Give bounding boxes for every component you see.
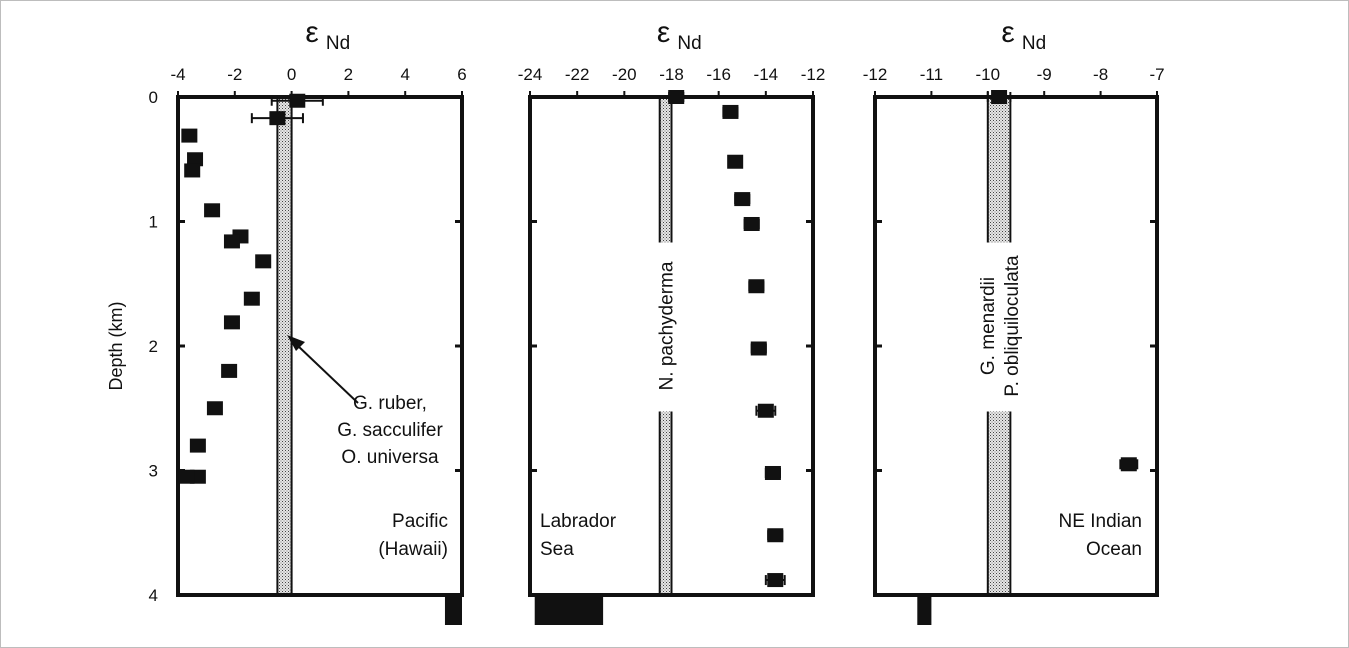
x-axis-title-subscript: Nd (326, 33, 350, 54)
x-tick-label: -16 (706, 65, 731, 84)
data-point (668, 90, 685, 104)
region-label: Ocean (1086, 539, 1142, 560)
data-point (181, 128, 198, 143)
x-tick-label: -10 (976, 65, 1001, 84)
data-point (767, 528, 784, 543)
x-tick-label: -22 (565, 65, 590, 84)
region-label: NE Indian (1059, 511, 1142, 532)
x-axis-title: ε (657, 16, 670, 49)
x-tick-label: -8 (1093, 65, 1108, 84)
y-tick-label: 1 (149, 213, 158, 232)
data-point (204, 203, 221, 218)
data-point (722, 104, 739, 119)
y-tick-label: 0 (149, 88, 158, 107)
data-point (243, 291, 260, 306)
band-label: G. ruber, (353, 393, 427, 414)
x-tick-label: -12 (863, 65, 888, 84)
data-point (750, 341, 767, 356)
x-tick-label: -11 (920, 65, 943, 84)
data-point (184, 163, 201, 178)
data-point (223, 315, 240, 330)
band-label: G. menardii (978, 277, 999, 375)
y-tick-label: 2 (149, 337, 158, 356)
data-point (189, 438, 206, 453)
arrow-line (296, 344, 359, 404)
x-axis-title-subscript: Nd (677, 33, 701, 54)
region-label: Labrador (540, 511, 617, 532)
x-tick-label: -24 (518, 65, 543, 84)
x-tick-label: 4 (400, 65, 409, 84)
data-point (743, 216, 760, 231)
band-label: G. sacculifer (337, 420, 443, 441)
arrow-head (287, 335, 305, 351)
x-axis-title: ε (305, 16, 318, 49)
region-label: (Hawaii) (378, 539, 448, 560)
region-label: Sea (540, 539, 574, 560)
data-point (734, 192, 751, 207)
band-label: O. universa (341, 447, 439, 468)
x-tick-label: -7 (1149, 65, 1164, 84)
panel-1: G. ruber, G. sacculifer O. universa -4 -2 0 2 4… (106, 16, 467, 625)
band-label: N. pachyderma (657, 261, 678, 390)
bottom-bar (534, 595, 604, 625)
x-axis-title: ε (1001, 16, 1014, 49)
x-tick-label: 6 (457, 65, 466, 84)
y-axis-title: Depth (km) (106, 301, 126, 390)
data-point (991, 90, 1008, 104)
data-point (223, 234, 240, 249)
bottom-bar (917, 595, 932, 625)
band-label: P. obliquiloculata (1002, 255, 1023, 397)
data-point (727, 154, 744, 169)
x-tick-label: -14 (754, 65, 779, 84)
data-point (221, 363, 238, 378)
data-point (748, 279, 765, 294)
band-label-bg (651, 242, 680, 412)
x-tick-label: -20 (612, 65, 637, 84)
data-point (289, 93, 306, 108)
x-tick-label: 0 (287, 65, 296, 84)
x-tick-label: -12 (801, 65, 826, 84)
data-point (255, 254, 272, 269)
data-point (764, 465, 781, 480)
region-label: Pacific (392, 511, 448, 532)
data-point (187, 152, 204, 167)
panel-3: G. menardii P. obliquiloculata -12 -11 -10 -9… (863, 16, 1165, 625)
reference-band (276, 96, 293, 596)
x-tick-label: 2 (344, 65, 353, 84)
y-tick-label: 3 (149, 462, 158, 481)
panel-2: N. pachyderma -24 -22 -20 -18 -16 -14 -12 ε Nd Lab… (518, 16, 826, 625)
data-point (206, 401, 223, 416)
data-point (767, 573, 784, 588)
data-point (178, 469, 195, 484)
data-point (1120, 457, 1137, 472)
data-point (757, 403, 774, 418)
band-label-bg (974, 242, 1025, 412)
data-point (269, 111, 286, 126)
x-tick-label: -4 (170, 65, 185, 84)
x-tick-label: -9 (1037, 65, 1052, 84)
x-tick-label: -2 (227, 65, 242, 84)
x-axis-title-subscript: Nd (1022, 33, 1046, 54)
x-tick-label: -18 (659, 65, 684, 84)
y-tick-label: 4 (149, 586, 158, 605)
bottom-bar (444, 595, 462, 625)
